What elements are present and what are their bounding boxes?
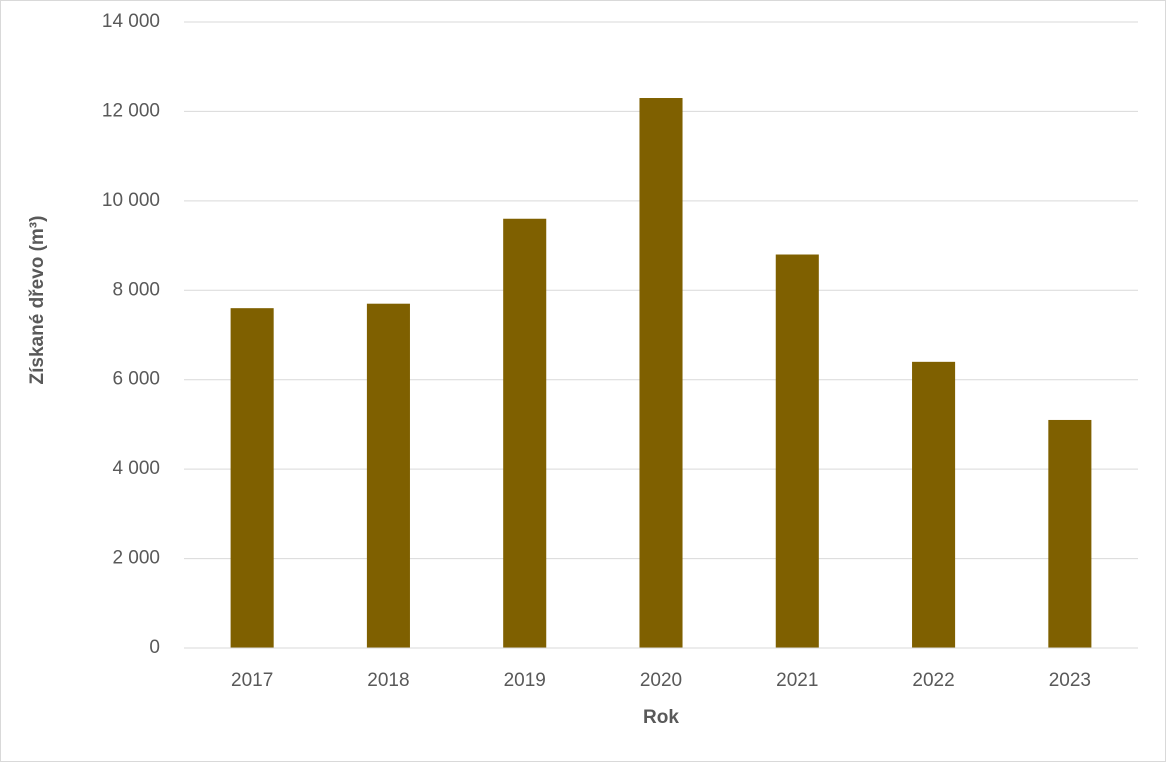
y-tick-label: 0 <box>149 637 160 658</box>
y-tick-label: 8 000 <box>112 279 160 300</box>
x-tick-label: 2017 <box>231 670 273 691</box>
y-tick-label: 14 000 <box>102 11 160 32</box>
y-tick-label: 2 000 <box>112 548 160 569</box>
y-tick-label: 12 000 <box>102 100 160 121</box>
bar <box>639 98 683 648</box>
x-tick-label: 2022 <box>912 670 954 691</box>
bar <box>1048 419 1092 648</box>
y-axis-title: Získané dřevo (m³) <box>27 216 48 385</box>
y-tick-label: 4 000 <box>112 458 160 479</box>
x-tick-label: 2023 <box>1049 670 1091 691</box>
x-tick-label: 2018 <box>367 670 409 691</box>
bar <box>366 303 410 648</box>
bar <box>775 254 819 648</box>
bar <box>503 218 547 648</box>
bar <box>912 361 956 648</box>
bar <box>230 308 274 648</box>
x-axis-title: Rok <box>643 707 679 728</box>
y-tick-label: 10 000 <box>102 190 160 211</box>
y-tick-label: 6 000 <box>112 369 160 390</box>
x-tick-label: 2021 <box>776 670 818 691</box>
x-tick-label: 2019 <box>504 670 546 691</box>
x-tick-label: 2020 <box>640 670 682 691</box>
